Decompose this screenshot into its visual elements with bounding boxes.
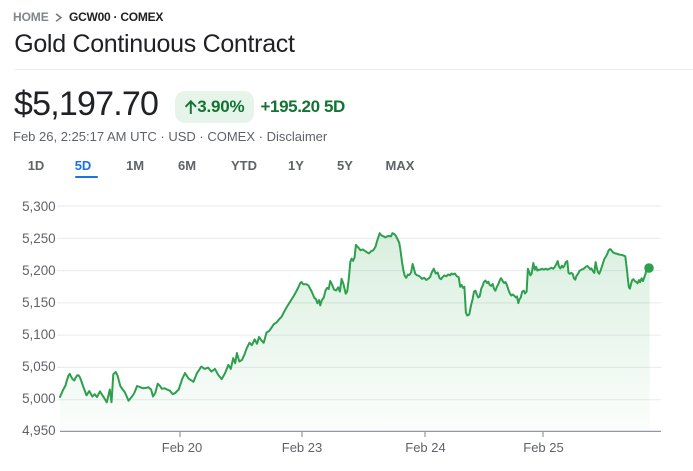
- svg-text:5,100: 5,100: [22, 327, 56, 342]
- svg-text:Feb 23: Feb 23: [282, 440, 322, 455]
- svg-text:5,050: 5,050: [22, 359, 56, 374]
- svg-text:5,200: 5,200: [22, 263, 56, 278]
- svg-text:5,000: 5,000: [22, 391, 56, 406]
- svg-text:4,950: 4,950: [22, 423, 56, 438]
- svg-text:Feb 25: Feb 25: [523, 440, 563, 455]
- svg-text:Feb 24: Feb 24: [405, 440, 445, 455]
- svg-text:Feb 20: Feb 20: [162, 440, 202, 455]
- svg-text:5,250: 5,250: [22, 231, 56, 246]
- svg-text:5,300: 5,300: [22, 199, 56, 214]
- svg-text:5,150: 5,150: [22, 295, 56, 310]
